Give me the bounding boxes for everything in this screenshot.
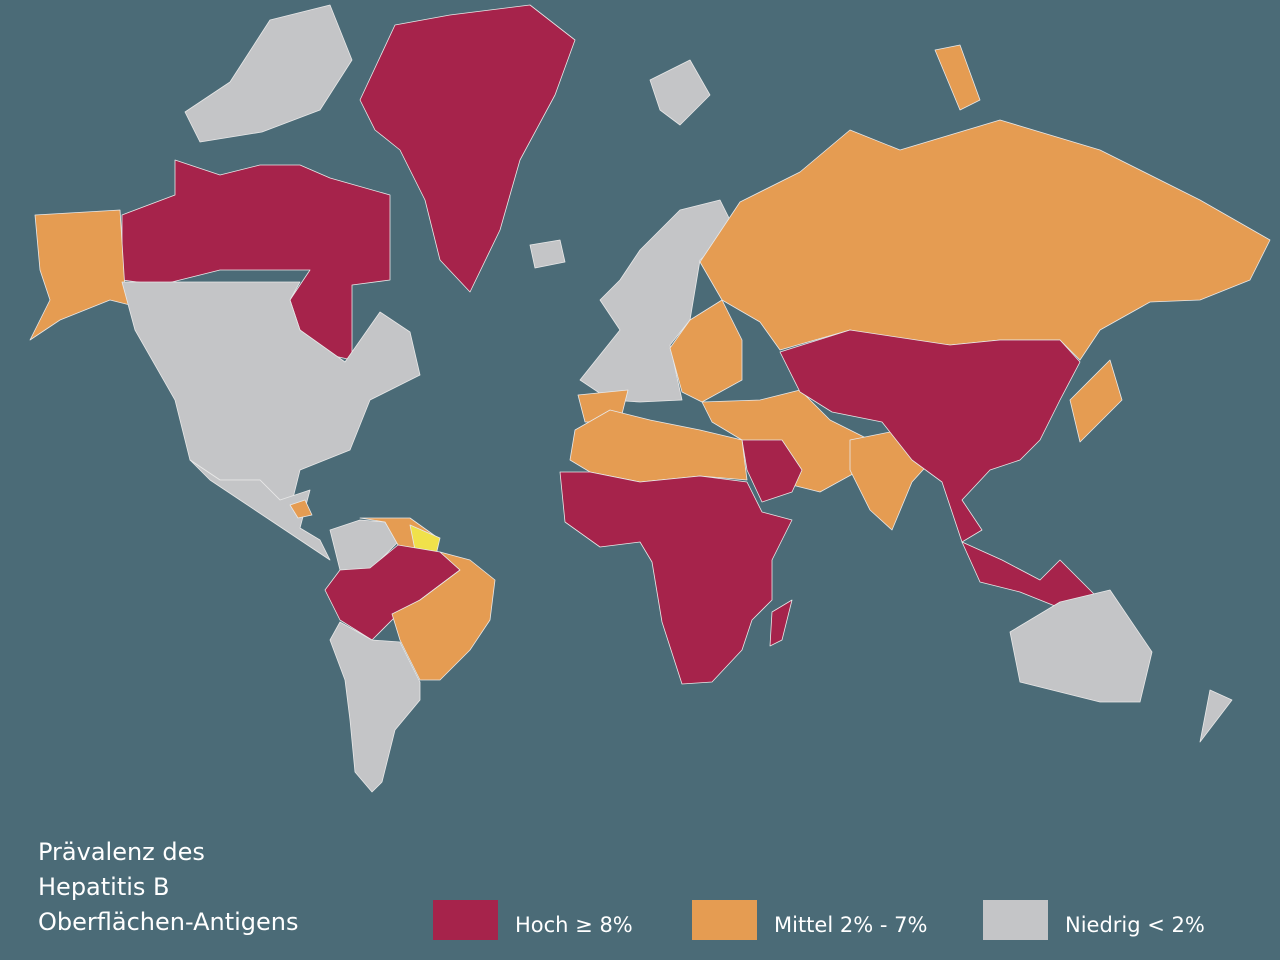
region — [184, 4, 353, 143]
region — [741, 439, 803, 503]
region — [1069, 359, 1123, 443]
region — [29, 209, 151, 341]
region — [289, 499, 313, 519]
region — [934, 44, 981, 111]
legend-title: Oberflächen-Antigens — [38, 908, 299, 936]
legend-label: Hoch ≥ 8% — [515, 913, 633, 937]
region — [189, 459, 331, 561]
legend-title: Prävalenz des — [38, 838, 205, 866]
legend-swatch — [692, 900, 757, 940]
region — [779, 329, 1081, 543]
region — [769, 599, 793, 647]
region — [1199, 689, 1233, 743]
region — [329, 621, 421, 793]
region — [669, 299, 743, 403]
legend-label: Mittel 2% - 7% — [774, 913, 927, 937]
region — [391, 551, 496, 681]
region — [699, 119, 1271, 361]
region — [121, 281, 421, 511]
region — [1009, 589, 1153, 703]
region — [559, 471, 793, 685]
legend-swatch — [983, 900, 1048, 940]
region — [569, 409, 748, 483]
region — [529, 239, 566, 269]
region — [649, 59, 711, 126]
legend: Hoch ≥ 8% Mittel 2% - 7% Niedrig < 2% — [433, 900, 1205, 940]
map-regions — [29, 4, 1271, 793]
legend-swatch — [433, 900, 498, 940]
region — [359, 4, 576, 293]
legend-title: Hepatitis B — [38, 873, 170, 901]
legend-label: Niedrig < 2% — [1065, 913, 1205, 937]
